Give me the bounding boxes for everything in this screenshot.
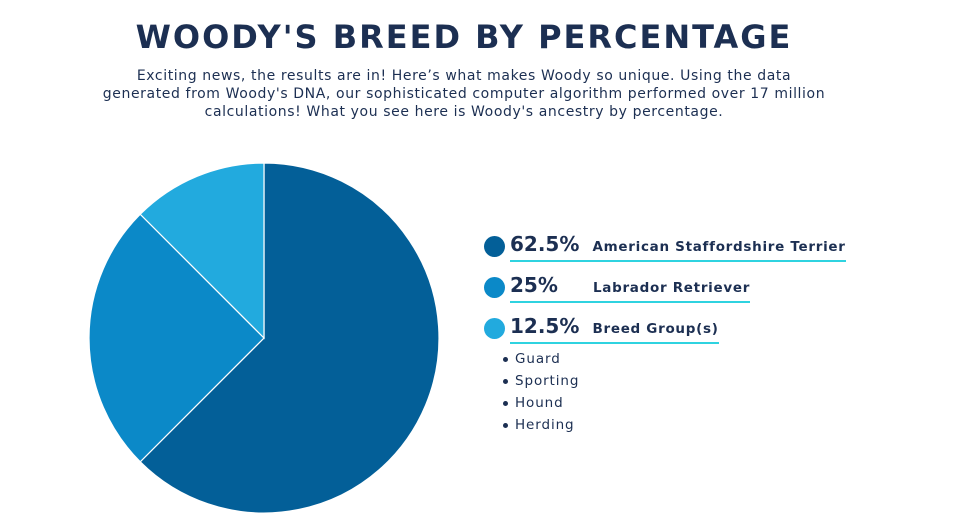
breed-group-item: Sporting [500, 372, 579, 394]
legend-item-american-staffordshire-terrier: 62.5% American Staffordshire Terrier [484, 232, 924, 262]
page-title: WOODY'S BREED BY PERCENTAGE [135, 18, 793, 56]
legend-text: 25% Labrador Retriever [510, 273, 751, 303]
breed-pie-chart [86, 160, 442, 516]
legend-swatch-breed-groups [484, 318, 505, 339]
bullet-icon [503, 357, 508, 362]
legend-breed-label: Labrador Retriever [592, 280, 751, 296]
legend-breed-label: American Staffordshire Terrier [592, 239, 846, 255]
legend-breed-label: Breed Group(s) [592, 321, 719, 337]
legend-item-labrador-retriever: 25% Labrador Retriever [484, 273, 924, 303]
intro-line-2: generated from Woody's DNA, our sophisti… [102, 86, 826, 102]
legend-percent: 25% [510, 273, 558, 297]
bullet-icon [503, 401, 508, 406]
pie-chart-svg [88, 162, 440, 514]
breed-group-item: Herding [500, 416, 579, 438]
intro-text: Exciting news, the results are in! Here’… [50, 67, 878, 121]
intro-line-1: Exciting news, the results are in! Here’… [136, 68, 792, 84]
legend-text: 12.5% Breed Group(s) [510, 314, 719, 344]
legend-percent: 62.5% [510, 232, 580, 256]
intro-line-3: calculations! What you see here is Woody… [204, 104, 724, 120]
breed-group-label: Sporting [515, 373, 580, 389]
pie-slice-labrador-retriever [88, 213, 265, 463]
breed-group-list: Guard Sporting Hound Herding [500, 350, 579, 438]
bullet-icon [503, 379, 508, 384]
chart-legend: 62.5% American Staffordshire Terrier 25%… [484, 232, 924, 355]
legend-item-breed-groups: 12.5% Breed Group(s) [484, 314, 924, 344]
breed-group-label: Hound [515, 395, 564, 411]
pie-slice-american-staffordshire-terrier [139, 162, 440, 514]
legend-swatch-american-staffordshire-terrier [484, 236, 505, 257]
breed-group-item: Hound [500, 394, 579, 416]
legend-text: 62.5% American Staffordshire Terrier [510, 232, 846, 262]
breed-group-item: Guard [500, 350, 579, 372]
breed-group-label: Guard [515, 351, 561, 367]
legend-percent: 12.5% [510, 314, 580, 338]
breed-group-label: Herding [515, 417, 575, 433]
legend-swatch-labrador-retriever [484, 277, 505, 298]
pie-slice-breed-group-s [139, 162, 265, 340]
bullet-icon [503, 423, 508, 428]
